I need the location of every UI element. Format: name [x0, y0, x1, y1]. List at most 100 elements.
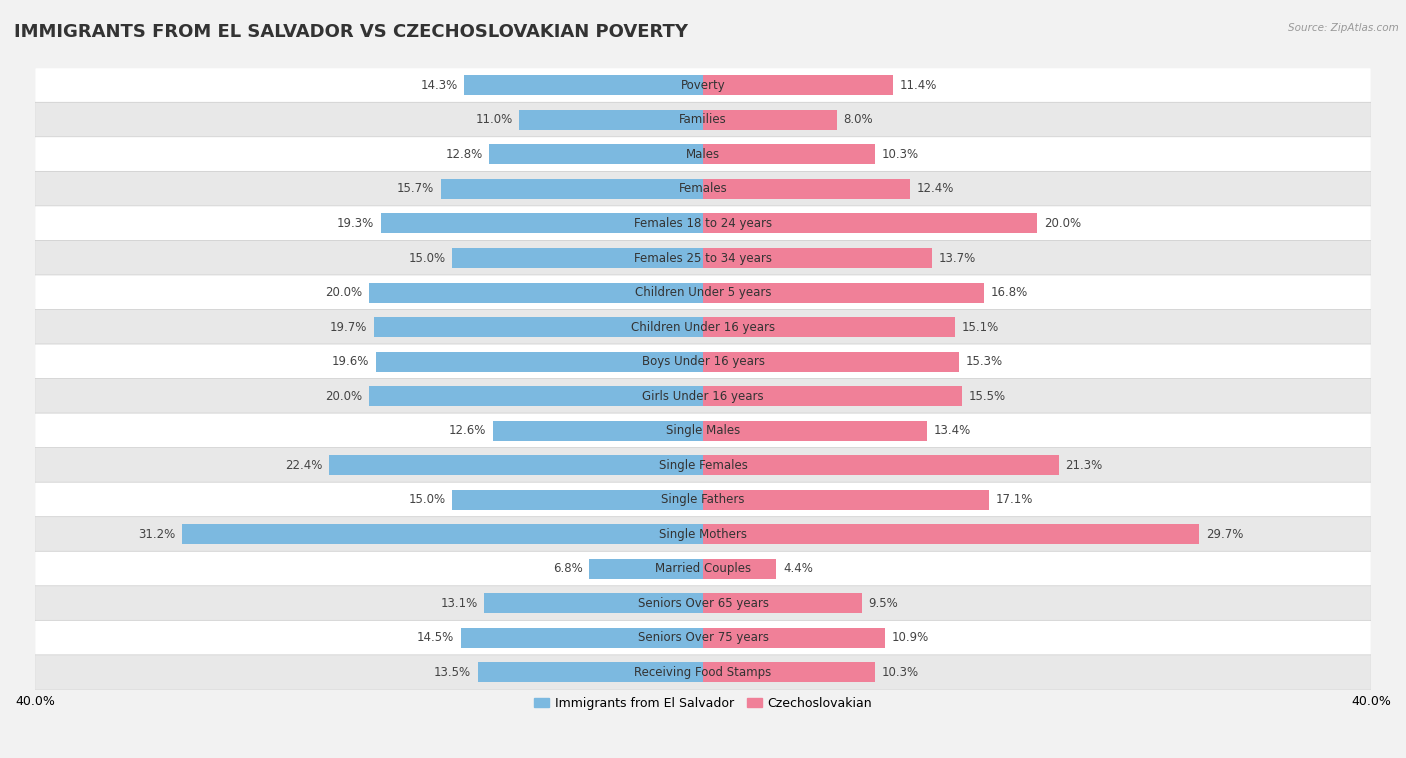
Bar — [375, 352, 703, 371]
Text: 22.4%: 22.4% — [285, 459, 322, 471]
FancyBboxPatch shape — [35, 378, 1371, 414]
FancyBboxPatch shape — [35, 655, 1371, 690]
Text: 20.0%: 20.0% — [1043, 217, 1081, 230]
FancyBboxPatch shape — [35, 240, 1371, 276]
Text: Single Mothers: Single Mothers — [659, 528, 747, 540]
Text: 19.3%: 19.3% — [336, 217, 374, 230]
Text: 8.0%: 8.0% — [844, 114, 873, 127]
FancyBboxPatch shape — [35, 136, 1371, 172]
Text: 31.2%: 31.2% — [138, 528, 176, 540]
Text: Girls Under 16 years: Girls Under 16 years — [643, 390, 763, 402]
Text: Children Under 16 years: Children Under 16 years — [631, 321, 775, 334]
FancyBboxPatch shape — [35, 482, 1371, 518]
Text: IMMIGRANTS FROM EL SALVADOR VS CZECHOSLOVAKIAN POVERTY: IMMIGRANTS FROM EL SALVADOR VS CZECHOSLO… — [14, 23, 688, 41]
Bar — [453, 248, 703, 268]
Text: Married Couples: Married Couples — [655, 562, 751, 575]
Text: 11.4%: 11.4% — [900, 79, 938, 92]
Text: 15.0%: 15.0% — [409, 252, 446, 265]
Bar — [703, 75, 893, 96]
Text: 13.7%: 13.7% — [938, 252, 976, 265]
Text: Females 25 to 34 years: Females 25 to 34 years — [634, 252, 772, 265]
Text: 10.3%: 10.3% — [882, 148, 920, 161]
Bar — [484, 594, 703, 613]
Bar — [703, 352, 959, 371]
Text: 14.5%: 14.5% — [418, 631, 454, 644]
Bar — [703, 594, 862, 613]
Bar — [703, 110, 837, 130]
Text: 12.4%: 12.4% — [917, 183, 955, 196]
Bar — [703, 456, 1059, 475]
Bar — [368, 386, 703, 406]
Text: 13.5%: 13.5% — [433, 666, 471, 679]
Bar — [464, 75, 703, 96]
Bar — [703, 248, 932, 268]
Text: 29.7%: 29.7% — [1206, 528, 1243, 540]
Text: 10.3%: 10.3% — [882, 666, 920, 679]
Bar — [703, 559, 776, 579]
Text: 15.3%: 15.3% — [965, 356, 1002, 368]
Text: 20.0%: 20.0% — [325, 286, 363, 299]
Bar — [329, 456, 703, 475]
Text: Seniors Over 65 years: Seniors Over 65 years — [637, 597, 769, 610]
Text: 20.0%: 20.0% — [325, 390, 363, 402]
Text: Males: Males — [686, 148, 720, 161]
Bar — [519, 110, 703, 130]
Text: Children Under 5 years: Children Under 5 years — [634, 286, 772, 299]
FancyBboxPatch shape — [35, 344, 1371, 379]
Text: 17.1%: 17.1% — [995, 493, 1032, 506]
Text: 9.5%: 9.5% — [869, 597, 898, 610]
Text: 15.5%: 15.5% — [969, 390, 1005, 402]
Bar — [461, 628, 703, 648]
FancyBboxPatch shape — [35, 171, 1371, 207]
Bar — [703, 525, 1199, 544]
Text: 13.4%: 13.4% — [934, 424, 970, 437]
Text: 6.8%: 6.8% — [553, 562, 582, 575]
Text: 15.1%: 15.1% — [962, 321, 1000, 334]
FancyBboxPatch shape — [35, 309, 1371, 345]
Text: Receiving Food Stamps: Receiving Food Stamps — [634, 666, 772, 679]
Bar — [374, 317, 703, 337]
Text: 13.1%: 13.1% — [440, 597, 478, 610]
Bar — [453, 490, 703, 510]
Text: 11.0%: 11.0% — [475, 114, 513, 127]
Text: Females 18 to 24 years: Females 18 to 24 years — [634, 217, 772, 230]
Bar — [703, 386, 962, 406]
FancyBboxPatch shape — [35, 586, 1371, 621]
Text: Single Fathers: Single Fathers — [661, 493, 745, 506]
Text: Single Females: Single Females — [658, 459, 748, 471]
Bar — [381, 214, 703, 233]
FancyBboxPatch shape — [35, 551, 1371, 587]
Bar — [489, 144, 703, 164]
FancyBboxPatch shape — [35, 448, 1371, 483]
Bar — [703, 179, 910, 199]
FancyBboxPatch shape — [35, 517, 1371, 552]
Text: Families: Families — [679, 114, 727, 127]
FancyBboxPatch shape — [35, 102, 1371, 137]
Text: Seniors Over 75 years: Seniors Over 75 years — [637, 631, 769, 644]
Text: 19.7%: 19.7% — [330, 321, 367, 334]
Text: Females: Females — [679, 183, 727, 196]
Text: Single Males: Single Males — [666, 424, 740, 437]
Bar — [703, 214, 1038, 233]
FancyBboxPatch shape — [35, 67, 1371, 103]
Text: 19.6%: 19.6% — [332, 356, 368, 368]
Bar — [703, 317, 955, 337]
Bar — [703, 421, 927, 440]
Text: 10.9%: 10.9% — [891, 631, 929, 644]
FancyBboxPatch shape — [35, 275, 1371, 310]
Legend: Immigrants from El Salvador, Czechoslovakian: Immigrants from El Salvador, Czechoslova… — [529, 691, 877, 715]
Text: 21.3%: 21.3% — [1066, 459, 1102, 471]
FancyBboxPatch shape — [35, 206, 1371, 241]
Text: 4.4%: 4.4% — [783, 562, 813, 575]
Bar — [703, 283, 984, 302]
Bar — [703, 144, 875, 164]
Bar — [478, 662, 703, 682]
Text: 12.6%: 12.6% — [449, 424, 486, 437]
Bar — [589, 559, 703, 579]
Text: 12.8%: 12.8% — [446, 148, 482, 161]
Bar — [703, 490, 988, 510]
Bar — [703, 628, 884, 648]
Text: 16.8%: 16.8% — [990, 286, 1028, 299]
Bar — [441, 179, 703, 199]
Bar — [703, 662, 875, 682]
